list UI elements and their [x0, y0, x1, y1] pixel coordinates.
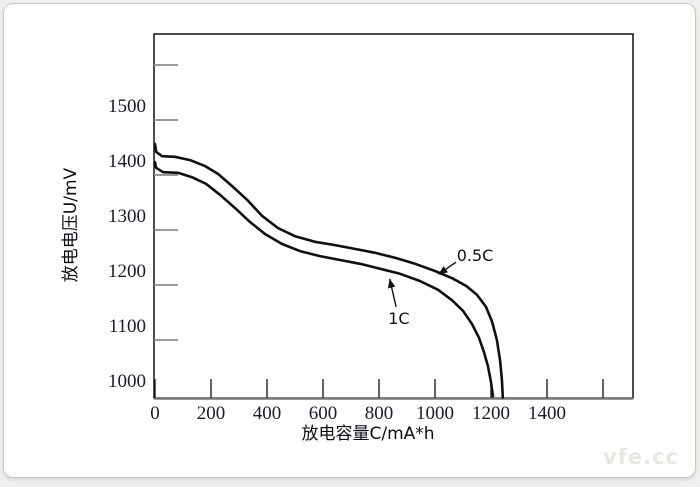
y-tick-label: 1100: [109, 316, 146, 337]
x-tick-label: 1200: [472, 403, 510, 424]
y-tick-label: 1500: [108, 96, 146, 117]
x-tick-label: 0: [150, 403, 160, 424]
annotation-label-1c: 1C: [388, 309, 409, 328]
y-axis-title: 放电电压U/mV: [61, 167, 81, 282]
x-axis-title: 放电容量C/mA*h: [301, 424, 434, 444]
x-tick-label: 800: [365, 403, 394, 424]
x-tick-label: 200: [197, 403, 226, 424]
y-tick-label: 1300: [108, 206, 146, 227]
curve-0_5c: [153, 142, 505, 399]
x-tick-label: 400: [253, 403, 282, 424]
x-tick-label: 1000: [416, 403, 454, 424]
x-tick-label: 600: [309, 403, 338, 424]
annotation-label-0_5c: 0.5C: [457, 246, 494, 265]
ticks-layer: 1000 1100 1200 1300 1400 1500 0 200 400 600 800 100…: [108, 64, 604, 424]
arrowhead-icon: [387, 278, 396, 289]
annotations-layer: 0.5C 1C: [387, 246, 494, 328]
y-tick-label: 1400: [108, 151, 146, 172]
y-tick-label: 1200: [108, 261, 146, 282]
y-tick-label: 1000: [108, 371, 146, 392]
curves-layer: [153, 142, 505, 399]
x-tick-label: 1400: [528, 403, 566, 424]
curve-1c: [153, 161, 495, 398]
arrowhead-icon: [438, 266, 448, 275]
plot-area: [153, 33, 634, 399]
watermark: vfe.cc: [603, 445, 679, 469]
